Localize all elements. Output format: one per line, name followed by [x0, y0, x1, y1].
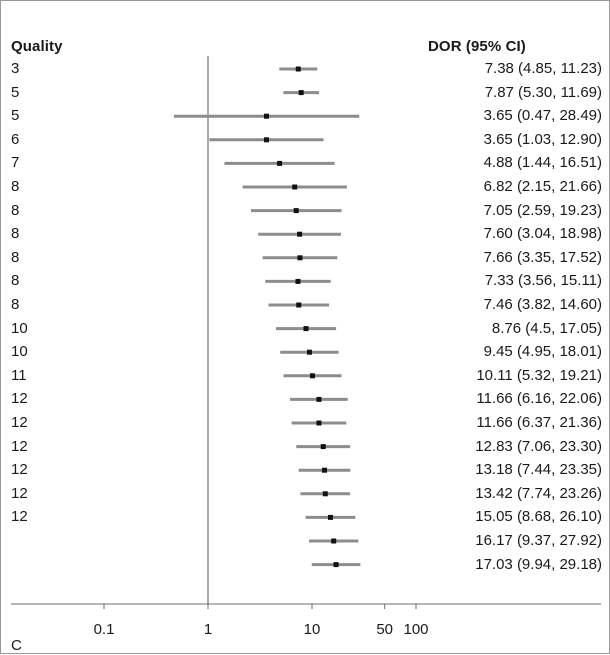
point-estimate — [316, 420, 322, 426]
point-estimate — [298, 90, 304, 96]
quality-label: 8 — [11, 296, 20, 313]
point-estimate — [333, 562, 339, 568]
quality-label: 5 — [11, 83, 20, 101]
point-estimate — [297, 231, 303, 237]
quality-label: 12 — [11, 437, 28, 455]
quality-label: 3 — [11, 60, 20, 77]
point-estimate — [295, 278, 301, 284]
quality-label: 12 — [11, 508, 28, 526]
x-tick-label: 50 — [376, 621, 394, 638]
dor-ci-label: 17.03 (9.94, 29.18) — [475, 555, 602, 573]
quality-label: 10 — [11, 319, 28, 337]
x-tick-label: 0.1 — [93, 621, 115, 638]
quality-label: 8 — [11, 178, 20, 195]
quality-label: 12 — [11, 414, 28, 431]
quality-label: 12 — [11, 461, 28, 479]
dor-ci-label: 7.33 (3.56, 15.11) — [484, 272, 602, 290]
point-estimate — [306, 349, 312, 355]
point-estimate — [309, 373, 315, 379]
dor-ci-label: 3.65 (1.03, 12.90) — [483, 130, 602, 148]
point-estimate — [327, 514, 333, 520]
point-estimate — [292, 184, 298, 190]
dor-ci-label: 7.66 (3.35, 17.52) — [483, 248, 602, 266]
dor-ci-label: 13.18 (7.44, 23.35) — [475, 461, 602, 479]
quality-label: 8 — [11, 272, 20, 290]
point-estimate — [295, 66, 301, 72]
panel-label: C — [11, 637, 22, 654]
dor-ci-label: 4.88 (1.44, 16.51) — [483, 154, 602, 172]
dor-ci-label: 10.11 (5.32, 19.21) — [476, 366, 602, 384]
dor-ci-label: 3.65 (0.47, 28.49) — [483, 107, 602, 125]
quality-label: 8 — [11, 248, 20, 266]
point-estimate — [303, 326, 309, 332]
dor-ci-label: 16.17 (9.37, 27.92) — [475, 532, 602, 549]
dor-ci-label: 7.05 (2.59, 19.23) — [483, 201, 602, 219]
point-estimate — [321, 467, 327, 473]
dor-ci-label: 7.60 (3.04, 18.98) — [483, 225, 602, 243]
point-estimate — [296, 302, 302, 308]
dor-ci-label: 7.38 (4.85, 11.23) — [484, 60, 602, 77]
point-estimate — [322, 491, 328, 497]
dor-ci-label: 7.46 (3.82, 14.60) — [483, 296, 602, 313]
x-tick-label: 100 — [403, 621, 429, 638]
quality-label: 6 — [11, 130, 20, 148]
dor-ci-label: 15.05 (8.68, 26.10) — [475, 508, 602, 526]
x-tick-label: 10 — [303, 621, 321, 638]
quality-label: 12 — [11, 390, 28, 408]
quality-label: 7 — [11, 154, 20, 172]
quality-label: 10 — [11, 343, 28, 361]
dor-ci-label: 11.66 (6.37, 21.36) — [476, 414, 602, 431]
dor-column-header: DOR (95% CI) — [428, 38, 526, 55]
dor-ci-label: 12.83 (7.06, 23.30) — [475, 437, 602, 455]
point-estimate — [320, 444, 326, 450]
point-estimate — [316, 396, 322, 402]
quality-label: 8 — [11, 201, 20, 219]
quality-label: 12 — [11, 484, 28, 502]
dor-ci-label: 9.45 (4.95, 18.01) — [483, 343, 602, 361]
point-estimate — [331, 538, 337, 544]
dor-ci-label: 8.76 (4.5, 17.05) — [491, 319, 602, 337]
x-tick-label: 1 — [203, 621, 213, 638]
point-estimate — [293, 208, 299, 214]
point-estimate — [297, 255, 303, 261]
dor-ci-label: 7.87 (5.30, 11.69) — [484, 83, 602, 101]
quality-column-header: Quality — [11, 38, 63, 55]
dor-ci-label: 6.82 (2.15, 21.66) — [483, 178, 602, 195]
point-estimate — [277, 160, 283, 166]
quality-label: 5 — [11, 107, 20, 125]
point-estimate — [263, 113, 269, 119]
point-estimate — [263, 137, 269, 143]
quality-label: 11 — [11, 366, 27, 384]
dor-ci-label: 11.66 (6.16, 22.06) — [476, 390, 602, 408]
dor-ci-label: 13.42 (7.74, 23.26) — [475, 484, 602, 502]
quality-label: 8 — [11, 225, 20, 243]
